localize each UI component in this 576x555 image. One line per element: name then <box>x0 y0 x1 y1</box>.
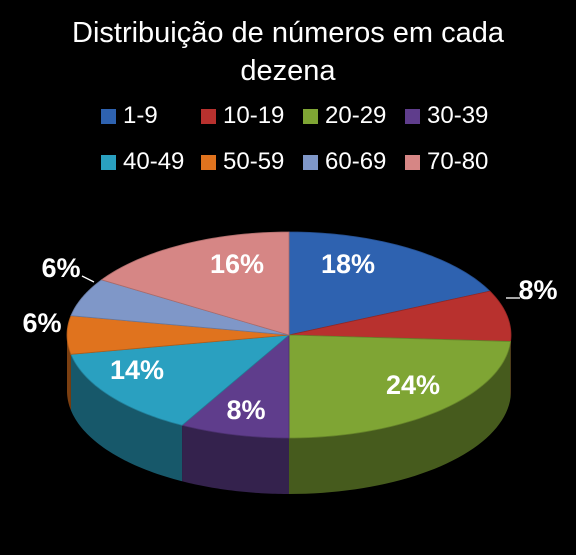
chart-title-line-1: Distribuição de números em cada <box>72 17 504 49</box>
legend-swatch <box>303 108 318 124</box>
pie-slice-10-19 <box>288 290 512 342</box>
pie-side-walls <box>67 335 511 494</box>
pie-slice-30-39 <box>181 334 290 439</box>
pie-side-20-29 <box>289 341 511 494</box>
chart-title: Distribuição de números em cada dezena <box>0 14 576 90</box>
data-label-70-80: 16% <box>210 249 264 279</box>
legend-item-50-59: 50-59 <box>201 148 303 176</box>
data-label-60-69: 6% <box>41 253 80 283</box>
legend-item-70-80: 70-80 <box>405 148 509 176</box>
legend-label: 40-49 <box>123 148 185 175</box>
legend-item-1-9: 1-9 <box>101 102 201 130</box>
data-label-30-39: 8% <box>226 395 265 425</box>
legend-label: 1-9 <box>123 102 158 129</box>
data-label-40-49: 14% <box>110 355 164 385</box>
chart-legend: 1-9 10-19 20-29 30-39 40-49 50-59 60-69 70-80 <box>70 102 540 176</box>
legend-swatch <box>101 154 116 170</box>
legend-item-20-29: 20-29 <box>303 102 405 130</box>
legend-label: 30-39 <box>427 102 489 129</box>
legend-swatch <box>101 108 116 124</box>
pie-slice-40-49 <box>70 334 291 426</box>
legend-item-40-49: 40-49 <box>101 148 201 176</box>
data-label-1-9: 18% <box>321 249 375 279</box>
data-label-20-29: 24% <box>386 370 440 400</box>
legend-item-30-39: 30-39 <box>405 102 509 130</box>
legend-label: 10-19 <box>223 102 285 129</box>
pie-slice-50-59 <box>66 315 290 355</box>
chart-title-line-2: dezena <box>240 55 336 87</box>
pie-slice-70-80 <box>100 231 290 336</box>
legend-swatch <box>405 108 420 124</box>
pie-side-30-39 <box>182 425 289 494</box>
data-label-10-19: 8% <box>518 275 557 305</box>
legend-swatch <box>201 154 216 170</box>
pie-labels: 18% 8% 24% 8% 14% 6% 6% 16% <box>22 249 557 425</box>
pie-top <box>66 231 512 439</box>
legend-item-60-69: 60-69 <box>303 148 405 176</box>
legend-item-10-19: 10-19 <box>201 102 303 130</box>
legend-label: 60-69 <box>325 148 387 175</box>
data-label-50-59: 6% <box>22 308 61 338</box>
pie-side-50-59 <box>67 335 71 411</box>
pie-slice-1-9 <box>288 231 491 336</box>
legend-swatch <box>405 154 420 170</box>
legend-label: 70-80 <box>427 148 489 175</box>
pie-side-40-49 <box>70 354 183 482</box>
pie-slice-20-29 <box>288 334 512 439</box>
pie-slice-60-69 <box>70 279 290 336</box>
leader-line <box>81 275 95 283</box>
legend-label: 20-29 <box>325 102 387 129</box>
legend-swatch <box>201 108 216 124</box>
legend-swatch <box>303 154 318 170</box>
legend-label: 50-59 <box>223 148 285 175</box>
